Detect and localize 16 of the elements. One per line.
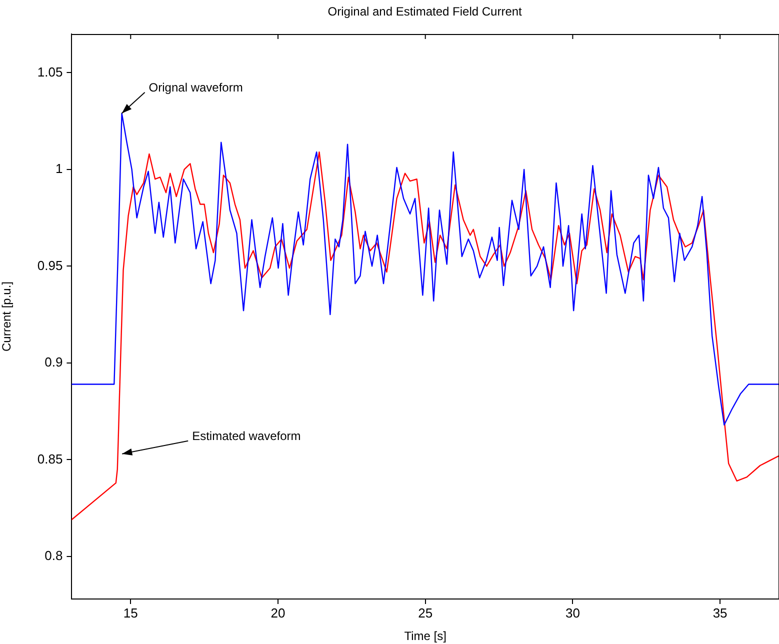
x-tick-label: 35 [712, 605, 728, 620]
annotation: Orignal waveform [148, 80, 243, 95]
y-axis-title: Current [p.u.] [0, 281, 14, 352]
chart-title: Original and Estimated Field Current [328, 4, 523, 18]
x-tick-label: 30 [565, 605, 580, 620]
y-tick-label: 0.9 [44, 354, 63, 370]
x-tick-label: 20 [270, 605, 286, 620]
y-tick-label: 1 [55, 161, 63, 176]
annotation: Estimated waveform [192, 429, 301, 444]
x-tick-label: 25 [418, 605, 433, 620]
x-axis-title: Time [s] [404, 629, 446, 644]
y-tick-label: 0.8 [44, 548, 63, 564]
y-tick-label: 1.05 [37, 64, 63, 80]
y-tick-label: 0.85 [37, 451, 63, 466]
x-tick-label: 15 [123, 605, 138, 620]
y-tick-label: 0.95 [37, 258, 63, 273]
